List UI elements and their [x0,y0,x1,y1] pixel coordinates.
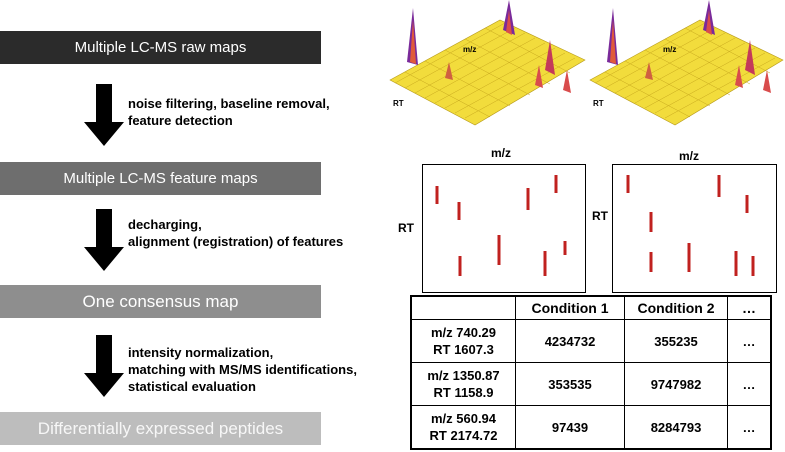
feature-mark [543,251,547,276]
step-1-line: feature detection [128,113,233,128]
feature-mark [554,175,558,193]
raw-map-mz-label: m/z [663,45,676,54]
feature-mark [563,241,567,255]
box-diff-peptides-label: Differentially expressed peptides [37,418,284,438]
step-1-line: noise filtering, baseline removal, [128,96,330,111]
table-cell: 8284793 [624,405,728,450]
feature-map-1-rt-label: RT [398,221,414,235]
table-cell: … [727,405,772,450]
table-header-cell [410,295,516,320]
box-consensus-map-label: One consensus map [82,291,239,311]
raw-map-rt-label: RT [393,99,404,108]
table-cell: … [727,319,772,363]
table-header-cell: … [727,295,772,320]
feature-mark [457,202,461,220]
table-row-id: m/z 560.94 RT 2174.72 [410,405,516,450]
table-cell: 355235 [624,319,728,363]
row-rt: RT 1607.3 [433,342,494,357]
feature-map-1-mz-label: m/z [491,146,512,160]
row-mz: m/z 560.94 [430,411,497,426]
box-diff-peptides: Differentially expressed peptides [0,412,321,445]
box-consensus-map: One consensus map [0,285,321,318]
row-mz: m/z 1350.87 [427,368,500,383]
table-cell: 9747982 [624,362,728,406]
raw-map-mz-label: m/z [463,45,476,54]
down-arrow-icon [84,84,124,146]
row-rt: RT 1158.9 [433,385,494,400]
feature-map-2-rt-label: RT [592,209,608,223]
feature-mark [687,243,691,272]
feature-mark [649,212,653,232]
step-3-line: statistical evaluation [128,379,256,394]
table-cell: … [727,362,772,406]
consensus-table: Condition 1 Condition 2 … m/z 740.29 RT 1… [410,295,772,450]
feature-map-2-mz-label: m/z [679,149,700,163]
step-1-text: noise filtering, baseline removal, featu… [128,95,330,129]
raw-map-rt-label: RT [593,99,604,108]
step-3-text: intensity normalization, matching with M… [128,344,357,395]
table-row: m/z 1350.87 RT 1158.9 353535 9747982 … [410,362,772,406]
table-row-id: m/z 1350.87 RT 1158.9 [410,362,516,406]
feature-mark [751,256,755,276]
step-3-line: matching with MS/MS identifications, [128,362,357,377]
box-feature-maps: Multiple LC-MS feature maps [0,162,321,195]
box-raw-maps: Multiple LC-MS raw maps [0,31,321,64]
row-mz: m/z 740.29 [430,325,497,340]
feature-mark [745,195,749,213]
feature-mark [458,256,462,276]
raw-map-3d-1: m/z RT [389,0,586,126]
box-feature-maps-label: Multiple LC-MS feature maps [63,170,258,187]
down-arrow-icon [84,335,124,397]
feature-mark [435,186,439,204]
feature-mark [717,175,721,197]
step-2-text: decharging, alignment (registration) of … [128,216,343,250]
table-header-cell: Condition 2 [624,295,728,320]
table-row-id: m/z 740.29 RT 1607.3 [410,319,516,363]
table-row: m/z 560.94 RT 2174.72 97439 8284793 … [410,405,772,450]
table-row: m/z 740.29 RT 1607.3 4234732 355235 … [410,319,772,363]
down-arrow-icon [84,209,124,271]
raw-map-3d-2: m/z RT [589,0,784,126]
table-header-cell: Condition 1 [515,295,625,320]
table-cell: 97439 [515,405,625,450]
feature-mark [626,175,630,193]
feature-map-1-frame [422,164,586,293]
box-raw-maps-label: Multiple LC-MS raw maps [74,39,247,56]
step-2-line: decharging, [128,217,202,232]
table-cell: 353535 [515,362,625,406]
step-2-line: alignment (registration) of features [128,234,344,249]
table-header-row: Condition 1 Condition 2 … [410,295,772,320]
feature-mark [526,188,530,210]
feature-map-2-frame [612,164,777,293]
table-cell: 4234732 [515,319,625,363]
feature-mark [734,251,738,276]
feature-mark [649,252,653,272]
step-3-line: intensity normalization, [128,345,274,360]
feature-mark [497,235,501,265]
row-rt: RT 2174.72 [429,428,498,443]
